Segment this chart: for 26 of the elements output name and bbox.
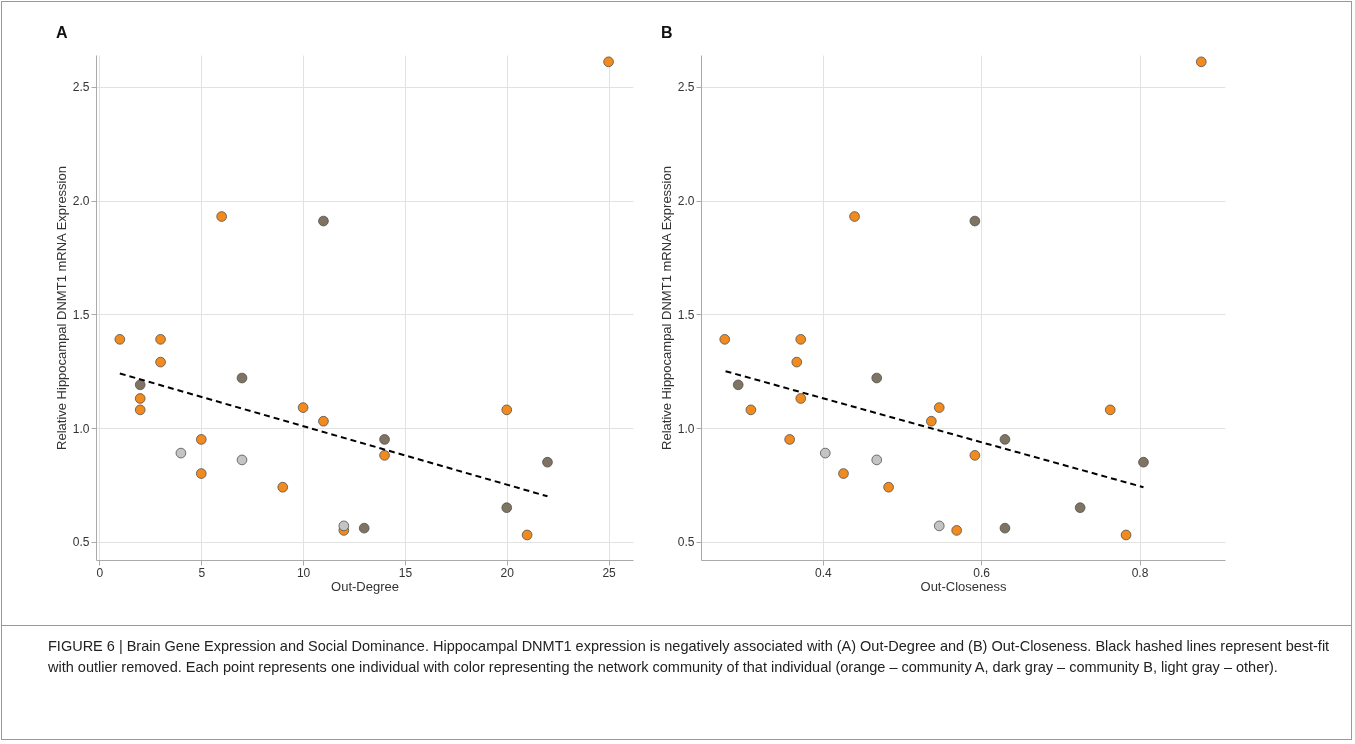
y-tick-label: 1.5 bbox=[677, 307, 695, 322]
x-tick-label: 10 bbox=[296, 565, 311, 580]
x-axis-title: Out-Degree bbox=[331, 578, 399, 594]
y-tick-label: 2.5 bbox=[677, 80, 695, 95]
y-axis-title: Relative Hippocampal DNMT1 mRNA Expression bbox=[53, 166, 69, 450]
y-tick-label: 2.0 bbox=[72, 194, 90, 209]
y-tick-label: 1.0 bbox=[72, 421, 90, 436]
y-tick-label: 1.5 bbox=[72, 307, 90, 322]
x-axis-title: Out-Closeness bbox=[920, 578, 1007, 594]
x-tick-label: 0.4 bbox=[815, 565, 833, 580]
x-tick-label: 0.6 bbox=[973, 565, 991, 580]
y-tick-label: 1.0 bbox=[677, 421, 695, 436]
y-tick-label: 0.5 bbox=[72, 535, 90, 550]
chart-title: B bbox=[661, 24, 673, 41]
caption: FIGURE 6 | Brain Gene Expression and Social Dominance. Hippocampal DNMT1 expression is negatively associated with (A) Out-Degree and (B) Out-Closeness. Black hashed lines represent best-fit with outlier removed. Each point represents one individual with color representing the network community of that individual (orange – community A, dark gray – community B, light gray – other). bbox=[48, 637, 1331, 677]
y-tick-label: 2.0 bbox=[677, 194, 695, 209]
y-axis-title: Relative Hippocampal DNMT1 mRNA Expression bbox=[658, 166, 674, 450]
x-tick-label: 15 bbox=[398, 565, 413, 580]
x-tick-label: 25 bbox=[602, 565, 617, 580]
y-tick-label: 2.5 bbox=[72, 80, 90, 95]
chart-title: A bbox=[56, 24, 68, 41]
x-tick-label: 0.8 bbox=[1131, 565, 1149, 580]
x-tick-label: 0 bbox=[96, 565, 104, 580]
x-tick-label: 5 bbox=[198, 565, 206, 580]
x-tick-label: 20 bbox=[500, 565, 515, 580]
y-tick-label: 0.5 bbox=[677, 535, 695, 550]
